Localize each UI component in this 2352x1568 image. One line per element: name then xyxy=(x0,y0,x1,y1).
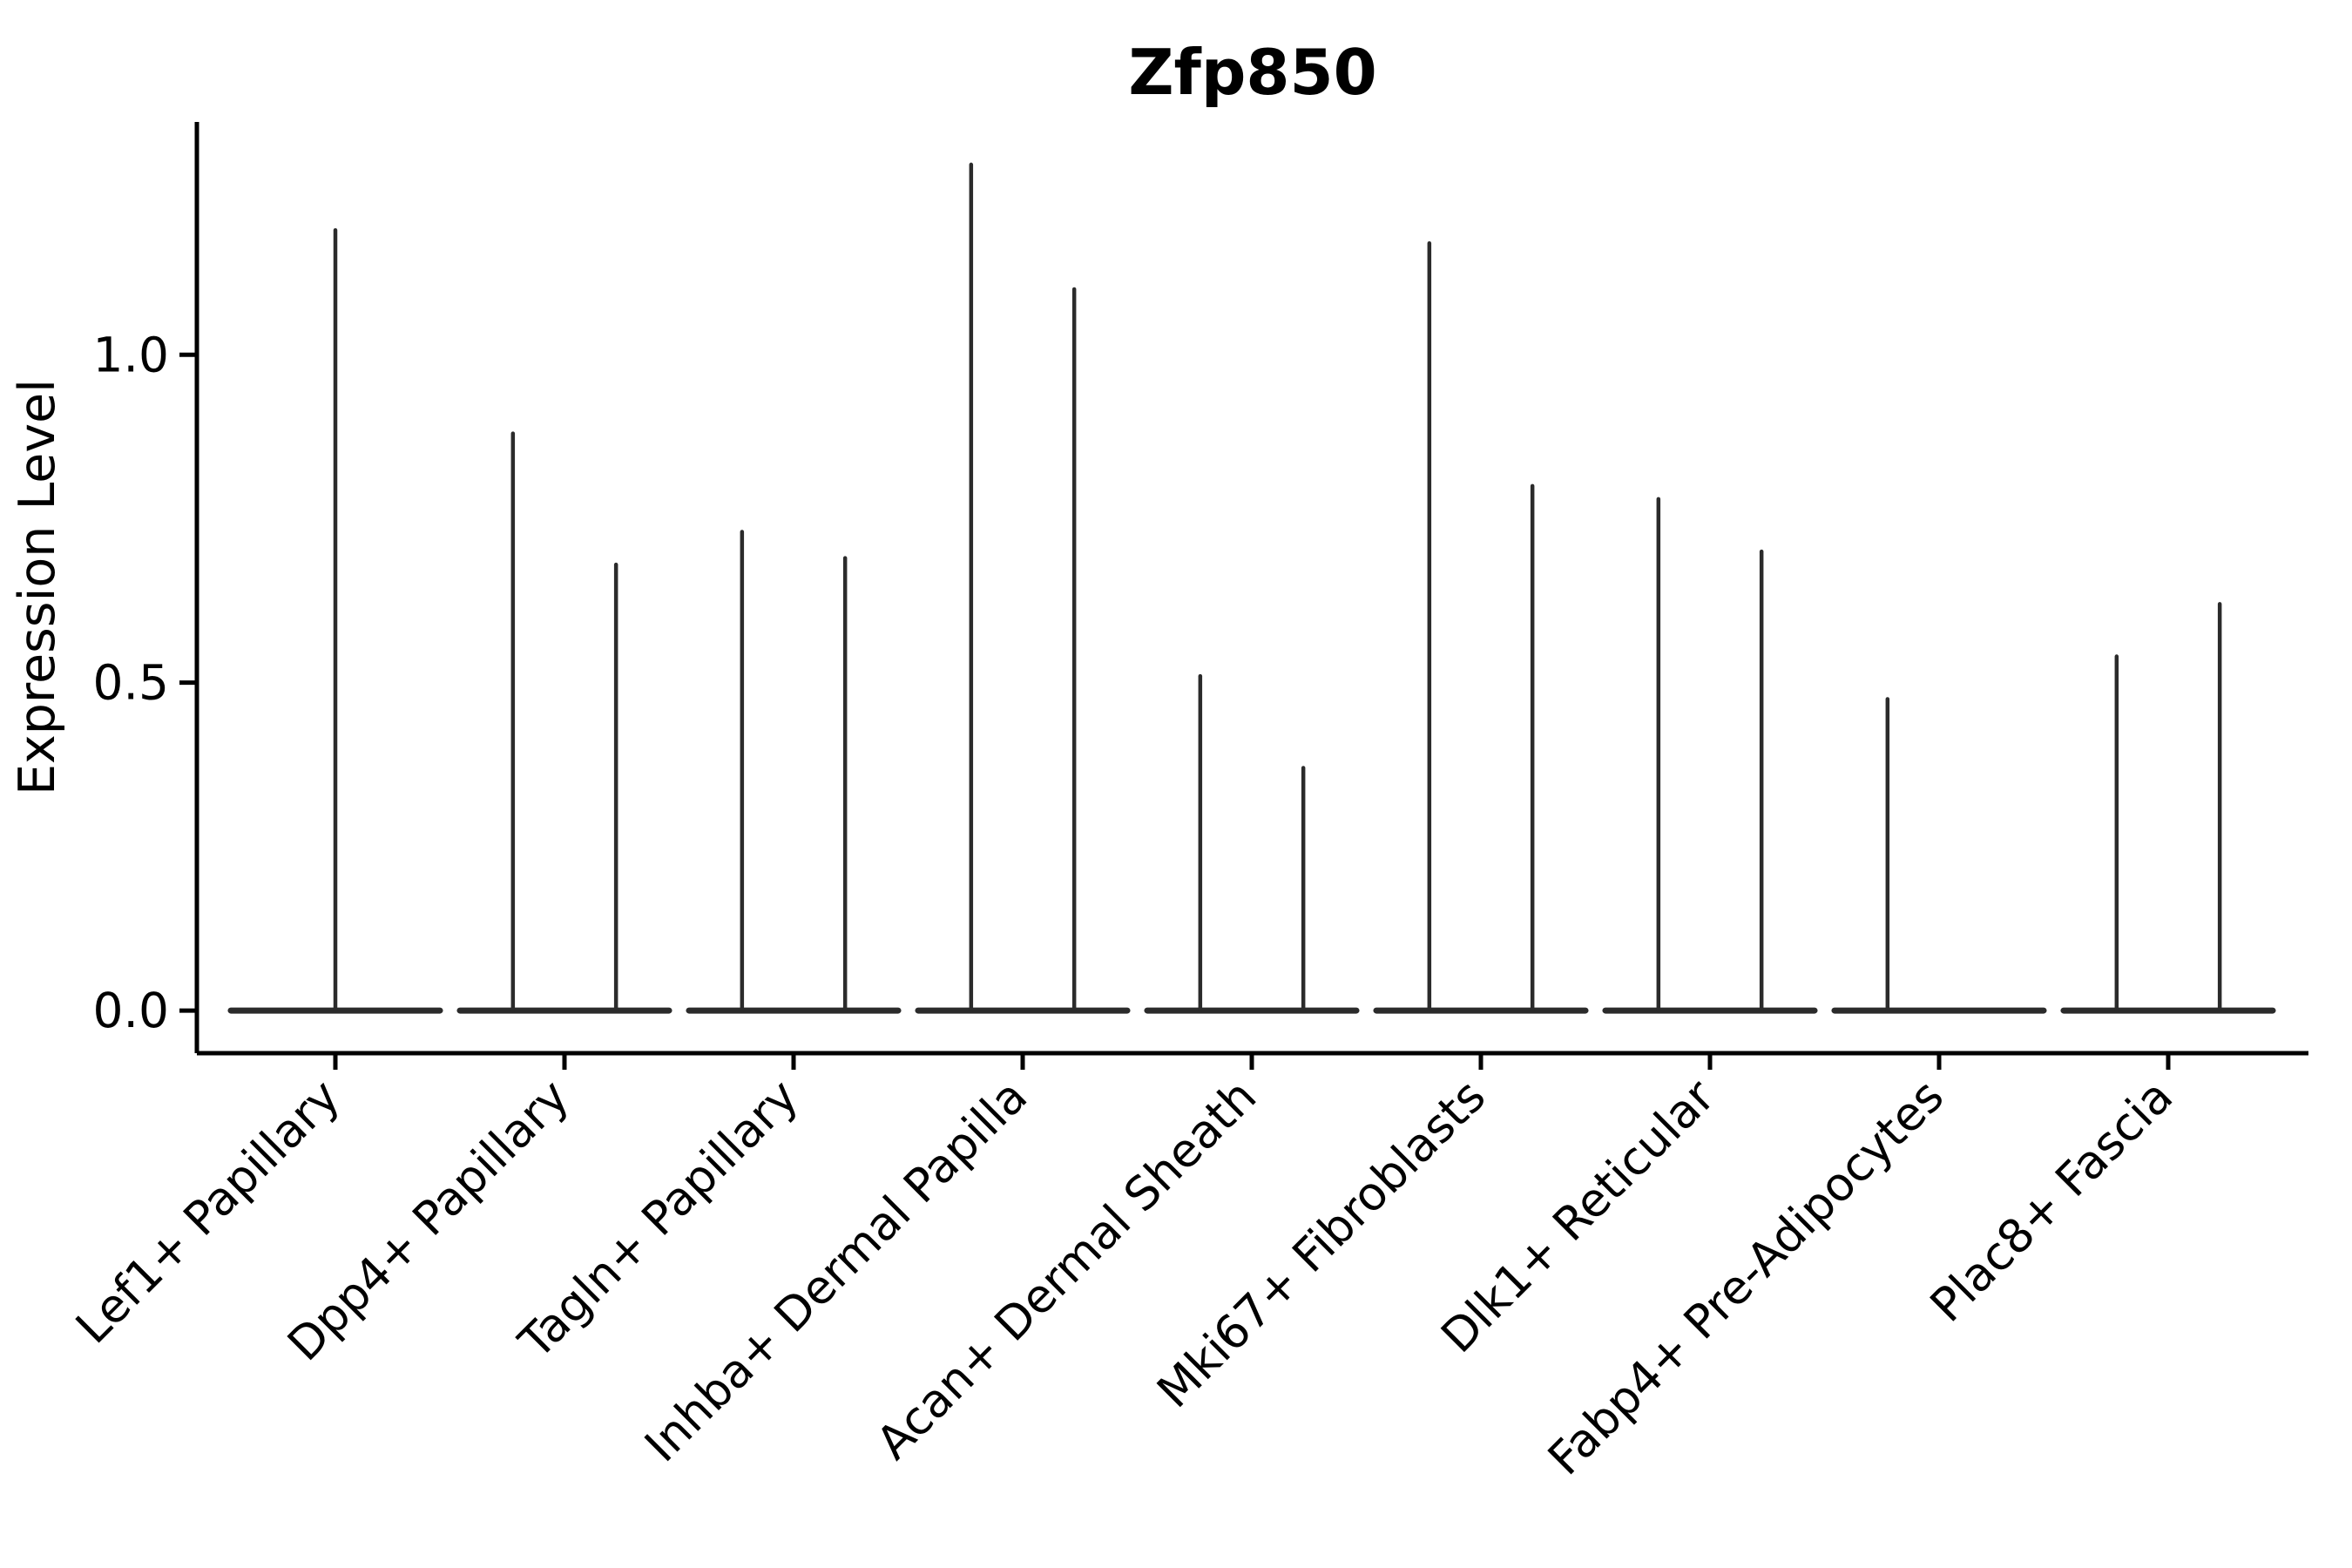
x-tick-label: Inhba+ Dermal Papilla xyxy=(635,1070,1037,1472)
x-tick-label: Plac8+ Fascia xyxy=(1921,1070,2183,1332)
x-tick-label: Fabp4+ Pre-Adipocytes xyxy=(1538,1070,1954,1485)
chart-title: Zfp850 xyxy=(1128,36,1376,109)
y-tick-label: 0.0 xyxy=(93,983,169,1038)
x-tick-label: Acan+ Dermal Sheath xyxy=(867,1070,1267,1470)
y-tick-label: 0.5 xyxy=(93,655,169,711)
y-axis-label: Expression Level xyxy=(9,379,66,795)
y-tick-label: 1.0 xyxy=(93,327,169,382)
